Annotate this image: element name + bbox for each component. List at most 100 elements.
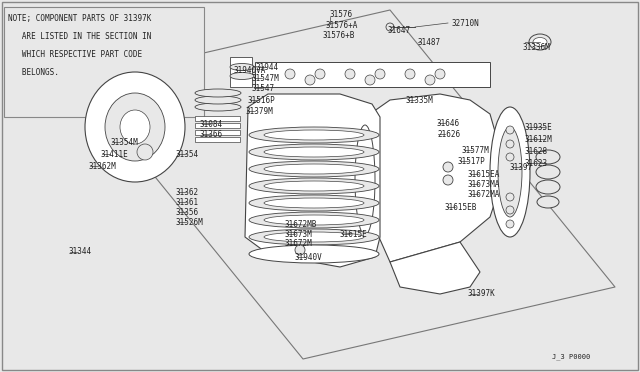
Circle shape bbox=[295, 245, 305, 255]
Ellipse shape bbox=[105, 93, 165, 161]
Circle shape bbox=[405, 69, 415, 79]
Text: BELONGS.: BELONGS. bbox=[8, 68, 59, 77]
Text: 31672MA: 31672MA bbox=[468, 189, 500, 199]
Circle shape bbox=[315, 69, 325, 79]
Text: 31576+A: 31576+A bbox=[326, 20, 358, 29]
Circle shape bbox=[375, 69, 385, 79]
Text: 31576: 31576 bbox=[330, 10, 353, 19]
Text: 31516P: 31516P bbox=[248, 96, 276, 105]
Text: 31379M: 31379M bbox=[245, 106, 273, 115]
Ellipse shape bbox=[195, 103, 241, 111]
Ellipse shape bbox=[536, 150, 560, 164]
Polygon shape bbox=[362, 94, 500, 262]
Text: 31576+B: 31576+B bbox=[323, 31, 355, 39]
Ellipse shape bbox=[498, 127, 522, 217]
Ellipse shape bbox=[536, 180, 560, 194]
Bar bbox=[4, 7, 204, 117]
Ellipse shape bbox=[249, 229, 379, 245]
Circle shape bbox=[305, 75, 315, 85]
Polygon shape bbox=[245, 94, 380, 267]
Text: 31362: 31362 bbox=[176, 187, 199, 196]
Text: 31547: 31547 bbox=[252, 83, 275, 93]
Bar bbox=[230, 57, 252, 87]
Text: 31935E: 31935E bbox=[525, 122, 553, 131]
Bar bbox=[195, 130, 240, 135]
Ellipse shape bbox=[264, 198, 364, 208]
Ellipse shape bbox=[120, 110, 150, 144]
Text: 31526M: 31526M bbox=[176, 218, 204, 227]
Ellipse shape bbox=[529, 34, 551, 50]
Text: 31944: 31944 bbox=[256, 62, 279, 71]
Ellipse shape bbox=[264, 232, 364, 242]
Ellipse shape bbox=[249, 161, 379, 177]
Text: 31646: 31646 bbox=[437, 119, 460, 128]
Text: 31673MA: 31673MA bbox=[468, 180, 500, 189]
Ellipse shape bbox=[264, 164, 364, 174]
Circle shape bbox=[506, 206, 514, 214]
Text: 31397: 31397 bbox=[510, 163, 533, 171]
Circle shape bbox=[285, 69, 295, 79]
Text: 31615EB: 31615EB bbox=[445, 202, 477, 212]
Text: 31517P: 31517P bbox=[458, 157, 486, 166]
Text: 21626: 21626 bbox=[437, 129, 460, 138]
Ellipse shape bbox=[264, 215, 364, 225]
Ellipse shape bbox=[536, 165, 560, 179]
Bar bbox=[195, 116, 240, 121]
Polygon shape bbox=[390, 242, 480, 294]
Text: 31672M: 31672M bbox=[285, 240, 313, 248]
Text: 31366: 31366 bbox=[200, 129, 223, 138]
Circle shape bbox=[506, 126, 514, 134]
Text: WHICH RESPECTIVE PART CODE: WHICH RESPECTIVE PART CODE bbox=[8, 50, 142, 59]
Ellipse shape bbox=[195, 96, 241, 104]
Text: ARE LISTED IN THE SECTION IN: ARE LISTED IN THE SECTION IN bbox=[8, 32, 152, 41]
Ellipse shape bbox=[537, 196, 559, 208]
Text: 31612M: 31612M bbox=[525, 135, 553, 144]
Ellipse shape bbox=[230, 64, 254, 71]
Ellipse shape bbox=[195, 89, 241, 97]
Text: 31672MB: 31672MB bbox=[285, 219, 317, 228]
Polygon shape bbox=[255, 62, 490, 87]
Ellipse shape bbox=[249, 245, 379, 263]
Ellipse shape bbox=[249, 195, 379, 211]
Circle shape bbox=[443, 175, 453, 185]
Text: 31577M: 31577M bbox=[462, 145, 490, 154]
Text: 31615EA: 31615EA bbox=[468, 170, 500, 179]
Text: 31940V: 31940V bbox=[295, 253, 323, 262]
Circle shape bbox=[506, 140, 514, 148]
Circle shape bbox=[435, 69, 445, 79]
Ellipse shape bbox=[264, 147, 364, 157]
Ellipse shape bbox=[249, 212, 379, 228]
Ellipse shape bbox=[230, 73, 254, 80]
Text: 31623: 31623 bbox=[525, 158, 548, 167]
Text: 31344: 31344 bbox=[68, 247, 91, 257]
Text: 32710N: 32710N bbox=[452, 19, 480, 28]
Circle shape bbox=[345, 69, 355, 79]
Ellipse shape bbox=[533, 38, 547, 46]
Circle shape bbox=[506, 193, 514, 201]
Ellipse shape bbox=[490, 107, 530, 237]
Circle shape bbox=[506, 153, 514, 161]
Text: 31940VA: 31940VA bbox=[234, 65, 266, 74]
Text: J_3 P0000: J_3 P0000 bbox=[552, 353, 590, 360]
Circle shape bbox=[137, 144, 153, 160]
Text: 31361: 31361 bbox=[176, 198, 199, 206]
Ellipse shape bbox=[264, 181, 364, 191]
Circle shape bbox=[443, 162, 453, 172]
Text: 31647: 31647 bbox=[388, 26, 411, 35]
Text: 31354: 31354 bbox=[176, 150, 199, 158]
Text: 31628: 31628 bbox=[525, 147, 548, 155]
Bar bbox=[195, 137, 240, 142]
Text: 31084: 31084 bbox=[200, 119, 223, 128]
Circle shape bbox=[365, 75, 375, 85]
Text: 31362M: 31362M bbox=[88, 161, 116, 170]
Text: 31336M: 31336M bbox=[523, 42, 551, 51]
Ellipse shape bbox=[249, 127, 379, 143]
Ellipse shape bbox=[264, 130, 364, 140]
Ellipse shape bbox=[249, 178, 379, 194]
Text: 31411E: 31411E bbox=[100, 150, 128, 158]
Text: NOTE; COMPONENT PARTS OF 31397K: NOTE; COMPONENT PARTS OF 31397K bbox=[8, 14, 152, 23]
Text: 31673M: 31673M bbox=[285, 230, 313, 238]
Text: 31356: 31356 bbox=[176, 208, 199, 217]
Circle shape bbox=[386, 23, 394, 31]
Text: 31487: 31487 bbox=[418, 38, 441, 46]
